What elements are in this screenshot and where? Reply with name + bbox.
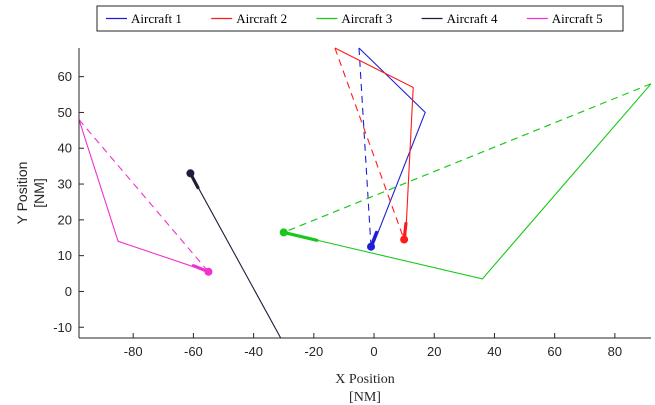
series-current-point: [367, 242, 376, 251]
x-tick-label: -20: [304, 344, 323, 359]
legend-label: Aircraft 3: [341, 11, 392, 26]
series-current-point: [400, 235, 409, 244]
y-tick-label: 10: [58, 248, 72, 263]
legend-item: Aircraft 4: [421, 11, 498, 26]
series-4: [186, 169, 282, 339]
series-predicted-line: [334, 47, 405, 240]
legend-item: Aircraft 5: [526, 11, 603, 26]
series-predicted-line: [283, 83, 652, 233]
series-5: [78, 119, 213, 276]
series-path-line: [78, 119, 209, 273]
y-tick-label: 50: [58, 105, 72, 120]
legend-label: Aircraft 2: [236, 11, 287, 26]
x-tick-label: 0: [370, 344, 377, 359]
x-tick-label: 80: [608, 344, 622, 359]
x-tick-label: 60: [547, 344, 561, 359]
y-tick-label: -10: [53, 320, 72, 335]
series-heading-segment: [282, 230, 319, 242]
y-tick-label: 40: [58, 141, 72, 156]
series-1: [358, 47, 426, 251]
series-2: [334, 47, 414, 244]
series-current-point: [186, 169, 195, 178]
legend: Aircraft 1 Aircraft 2 Aircraft 3 Aircraft 4…: [96, 5, 624, 32]
y-tick-label: 0: [65, 284, 72, 299]
series-path-line: [283, 83, 652, 280]
y-axis-unit: [NM]: [31, 178, 47, 208]
axes: [78, 48, 651, 339]
legend-item: Aircraft 2: [211, 11, 287, 26]
axis-labels: X Position[NM]Y Position [NM]: [14, 162, 395, 405]
series-current-point: [279, 228, 288, 237]
tick-labels: -80 -60 -40 -20 0 20 40 60 80 -10 0 10 20 30 40 50 60: [53, 69, 622, 359]
plot-area: [79, 48, 651, 338]
x-tick-label: -80: [124, 344, 143, 359]
y-tick-label: 30: [58, 177, 72, 192]
legend-item: Aircraft 3: [316, 11, 392, 26]
series-current-point: [204, 267, 213, 276]
x-tick-label: 20: [427, 344, 441, 359]
y-tick-label: 60: [58, 69, 72, 84]
series-path-line: [334, 47, 414, 238]
x-axis-label: X Position: [335, 372, 395, 387]
plot-background: [79, 48, 651, 338]
y-axis-label: Y Position: [14, 162, 30, 225]
legend-item: Aircraft 1: [106, 11, 182, 26]
legend-label: Aircraft 5: [552, 11, 603, 26]
series-3: [279, 83, 652, 280]
y-tick-label: 20: [58, 212, 72, 227]
series-path-line: [189, 173, 282, 339]
x-tick-label: -60: [184, 344, 203, 359]
series-layer: [78, 47, 652, 339]
x-tick-label: -40: [244, 344, 263, 359]
x-axis-unit: [NM]: [349, 390, 381, 405]
series-path-line: [358, 47, 426, 247]
series-predicted-line: [358, 47, 372, 247]
legend-label: Aircraft 4: [447, 11, 498, 26]
legend-label: Aircraft 1: [131, 11, 182, 26]
x-tick-label: 40: [487, 344, 501, 359]
series-predicted-line: [78, 119, 209, 273]
